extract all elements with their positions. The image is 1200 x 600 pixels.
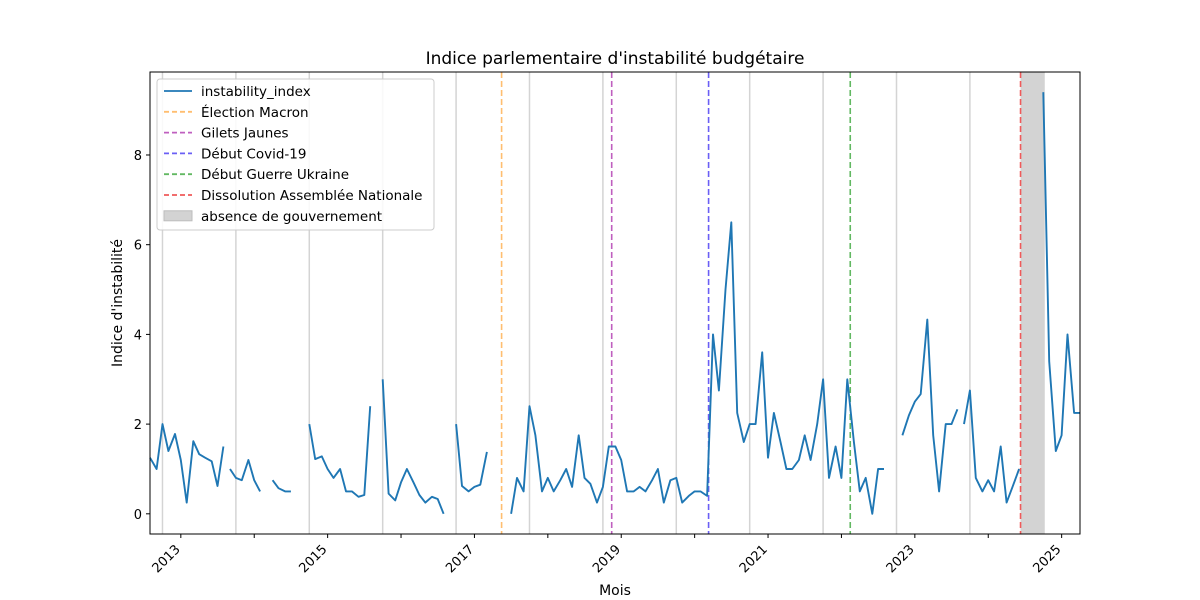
x-tick-label: 2025 <box>1030 542 1064 576</box>
series-line <box>963 389 1020 504</box>
x-tick-label: 2015 <box>296 542 330 576</box>
legend-box <box>156 78 435 231</box>
y-axis-label: Indice d'instabilité <box>110 239 126 367</box>
series-lines <box>149 92 1080 515</box>
y-axis-ticks: 0 2 4 6 8 <box>134 149 150 523</box>
legend-label: absence de gouvernement <box>201 209 382 225</box>
x-tick-label: 2023 <box>884 542 918 576</box>
series-line <box>229 459 261 492</box>
y-tick-label: 4 <box>134 328 142 343</box>
y-tick-label: 2 <box>134 418 142 433</box>
legend-label: instability_index <box>201 84 311 100</box>
legend-label: Dissolution Assemblée Nationale <box>201 188 422 204</box>
x-axis-label: Mois <box>599 583 631 599</box>
legend-label: Gilets Jaunes <box>201 126 289 142</box>
series-line <box>1042 92 1080 452</box>
plot-area-frame <box>149 71 1081 535</box>
series-line <box>271 479 291 493</box>
x-tick-label: 2019 <box>590 542 624 576</box>
series-line <box>381 379 445 515</box>
shaded-region <box>1020 72 1045 534</box>
series-line <box>901 318 959 493</box>
y-tick-label: 0 <box>134 508 142 523</box>
legend-label: Élection Macron <box>201 104 309 121</box>
event-lines <box>500 72 1022 534</box>
x-tick-label: 2021 <box>737 542 771 576</box>
legend-label: Début Covid-19 <box>201 146 306 162</box>
shaded-regions <box>1020 72 1045 534</box>
x-tick-label: 2013 <box>150 542 184 576</box>
legend-swatch <box>163 210 193 222</box>
legend-label: Début Guerre Ukraine <box>201 167 349 183</box>
y-tick-label: 8 <box>134 149 142 164</box>
x-tick-label: 2017 <box>443 542 477 576</box>
legend: instability_index Élection Macron Gilets J… <box>156 78 435 231</box>
series-line <box>149 423 225 504</box>
y-tick-label: 6 <box>134 239 142 254</box>
chart-title: Indice parlementaire d'instabilité budgé… <box>426 49 805 69</box>
series-line <box>308 406 372 498</box>
x-axis-ticks: 2013 2015 2017 2019 2021 2023 2025 <box>150 534 1064 576</box>
series-line <box>510 221 884 515</box>
series-line <box>455 424 488 493</box>
